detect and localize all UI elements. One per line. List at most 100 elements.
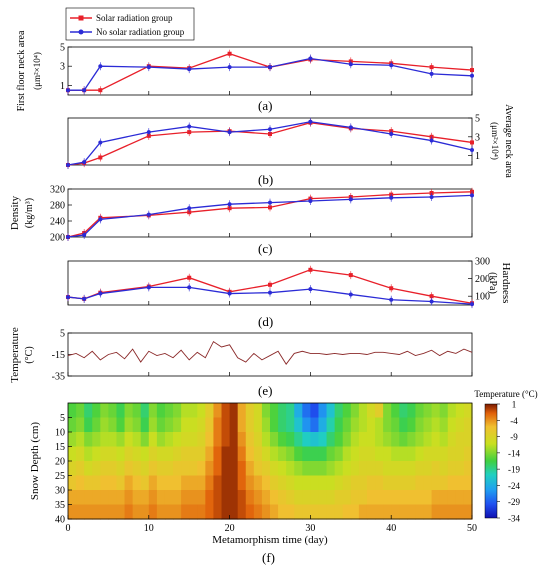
heatmap-cell [342, 461, 352, 477]
nosolar-point [66, 88, 70, 93]
heatmap-cell [302, 490, 311, 506]
heatmap-cell [302, 475, 311, 491]
heatmap-cell [173, 446, 182, 462]
heatmap-cell [124, 490, 134, 506]
nosolar-point [187, 206, 192, 211]
heatmap-cell [189, 446, 198, 462]
solar-series-line [67, 269, 473, 304]
heatmap-cell [350, 417, 360, 433]
nosolar-point [187, 67, 192, 72]
heatmap-cell [447, 446, 457, 462]
heatmap-cell [294, 504, 303, 520]
heatmap-cell [399, 504, 408, 520]
heatmap-cell [358, 461, 368, 477]
heatmap-cell [108, 417, 118, 433]
heatmap-cell [237, 403, 247, 419]
heatmap-cell [431, 461, 441, 477]
heatmap-cell [116, 475, 126, 491]
colorbar-tick-label: -9 [510, 432, 518, 442]
heatmap-cell [100, 432, 109, 448]
heatmap-cell [261, 504, 271, 520]
heatmap-cell [132, 490, 142, 506]
nosolar-point [227, 291, 232, 296]
heatmap-cell [286, 403, 295, 419]
heatmap-cell [342, 403, 352, 419]
heatmap-cell [156, 403, 166, 419]
heatmap-cell [140, 432, 150, 448]
heatmap-cell [100, 446, 109, 462]
heatmap-cell [463, 504, 473, 520]
heatmap-cell [92, 417, 101, 433]
heatmap-cell [132, 403, 142, 419]
y-tick-label: 320 [50, 185, 65, 196]
legend-nosolar-marker [78, 29, 84, 35]
nosolar-point [470, 193, 474, 198]
heatmap-cell [148, 446, 158, 462]
solar-series-line [67, 122, 473, 166]
heatmap-cell [156, 446, 166, 462]
chart-e: 5 -15 -35 Temperature (°C) [9, 327, 473, 383]
heatmap-cell [173, 461, 182, 477]
heatmap-cell [399, 432, 408, 448]
heatmap-cell [423, 403, 433, 419]
heatmap-cell [181, 490, 190, 506]
heatmap-cell [173, 475, 182, 491]
heatmap-cell [92, 432, 101, 448]
heatmap-cell [205, 490, 215, 506]
heatmap-cell [100, 417, 109, 433]
heatmap-cell [116, 490, 126, 506]
nosolar-point [268, 290, 272, 295]
heatmap-cell [181, 504, 190, 520]
legend-box [65, 7, 195, 41]
heatmap-cell [366, 461, 376, 477]
y-tick-label: 5 [60, 43, 65, 54]
heatmap-cell [270, 504, 279, 520]
heatmap-cell [205, 475, 215, 491]
heatmap-cell [140, 403, 150, 419]
heatmap-cell [366, 417, 376, 433]
heatmap-cell [407, 490, 417, 506]
heatmap-cell [181, 432, 190, 448]
heatmap-cell [237, 461, 247, 477]
heatmap-cell [310, 417, 320, 433]
heatmap-cell [455, 417, 465, 433]
heatmap-cell [124, 432, 134, 448]
y-axis-unit: (μm²×10⁴) [490, 122, 500, 160]
heatmap-cell [375, 432, 384, 448]
heatmap-cell [302, 504, 311, 520]
x-tick-label: 30 [305, 523, 315, 534]
heatmap-cell [375, 475, 384, 491]
heatmap-cell [334, 504, 344, 520]
heatmap-cell [92, 446, 101, 462]
nosolar-point [348, 62, 353, 67]
heatmap-cell [399, 446, 408, 462]
heatmap-cell [278, 432, 287, 448]
heatmap-cell [270, 461, 279, 477]
nosolar-point [348, 197, 353, 202]
heatmap-cell [84, 504, 93, 520]
x-tick-label: 0 [66, 523, 71, 534]
colorbar-title: Temperature (°C) [474, 389, 537, 399]
colorbar-tick-label: -34 [508, 514, 520, 524]
heatmap-cell [455, 490, 465, 506]
heatmap-cell [245, 417, 255, 433]
heatmap-cell [132, 475, 142, 491]
heatmap-cell [407, 475, 417, 491]
heatmap-cell [383, 504, 392, 520]
heatmap-cell [407, 403, 417, 419]
heatmap-cell [439, 461, 449, 477]
heatmap-cell [132, 432, 142, 448]
heatmap-cell [447, 475, 457, 491]
heatmap-cell [383, 461, 392, 477]
y-tick-label: 10 [55, 428, 65, 439]
heatmap-cell [148, 403, 158, 419]
heatmap-cell [197, 417, 206, 433]
x-tick-label: 40 [386, 523, 396, 534]
heatmap-cell [221, 475, 231, 491]
heatmap-cell [156, 417, 166, 433]
heatmap-cell [415, 461, 425, 477]
heatmap-cell [391, 432, 400, 448]
solar-point [268, 282, 272, 287]
nosolar-point [268, 127, 272, 132]
